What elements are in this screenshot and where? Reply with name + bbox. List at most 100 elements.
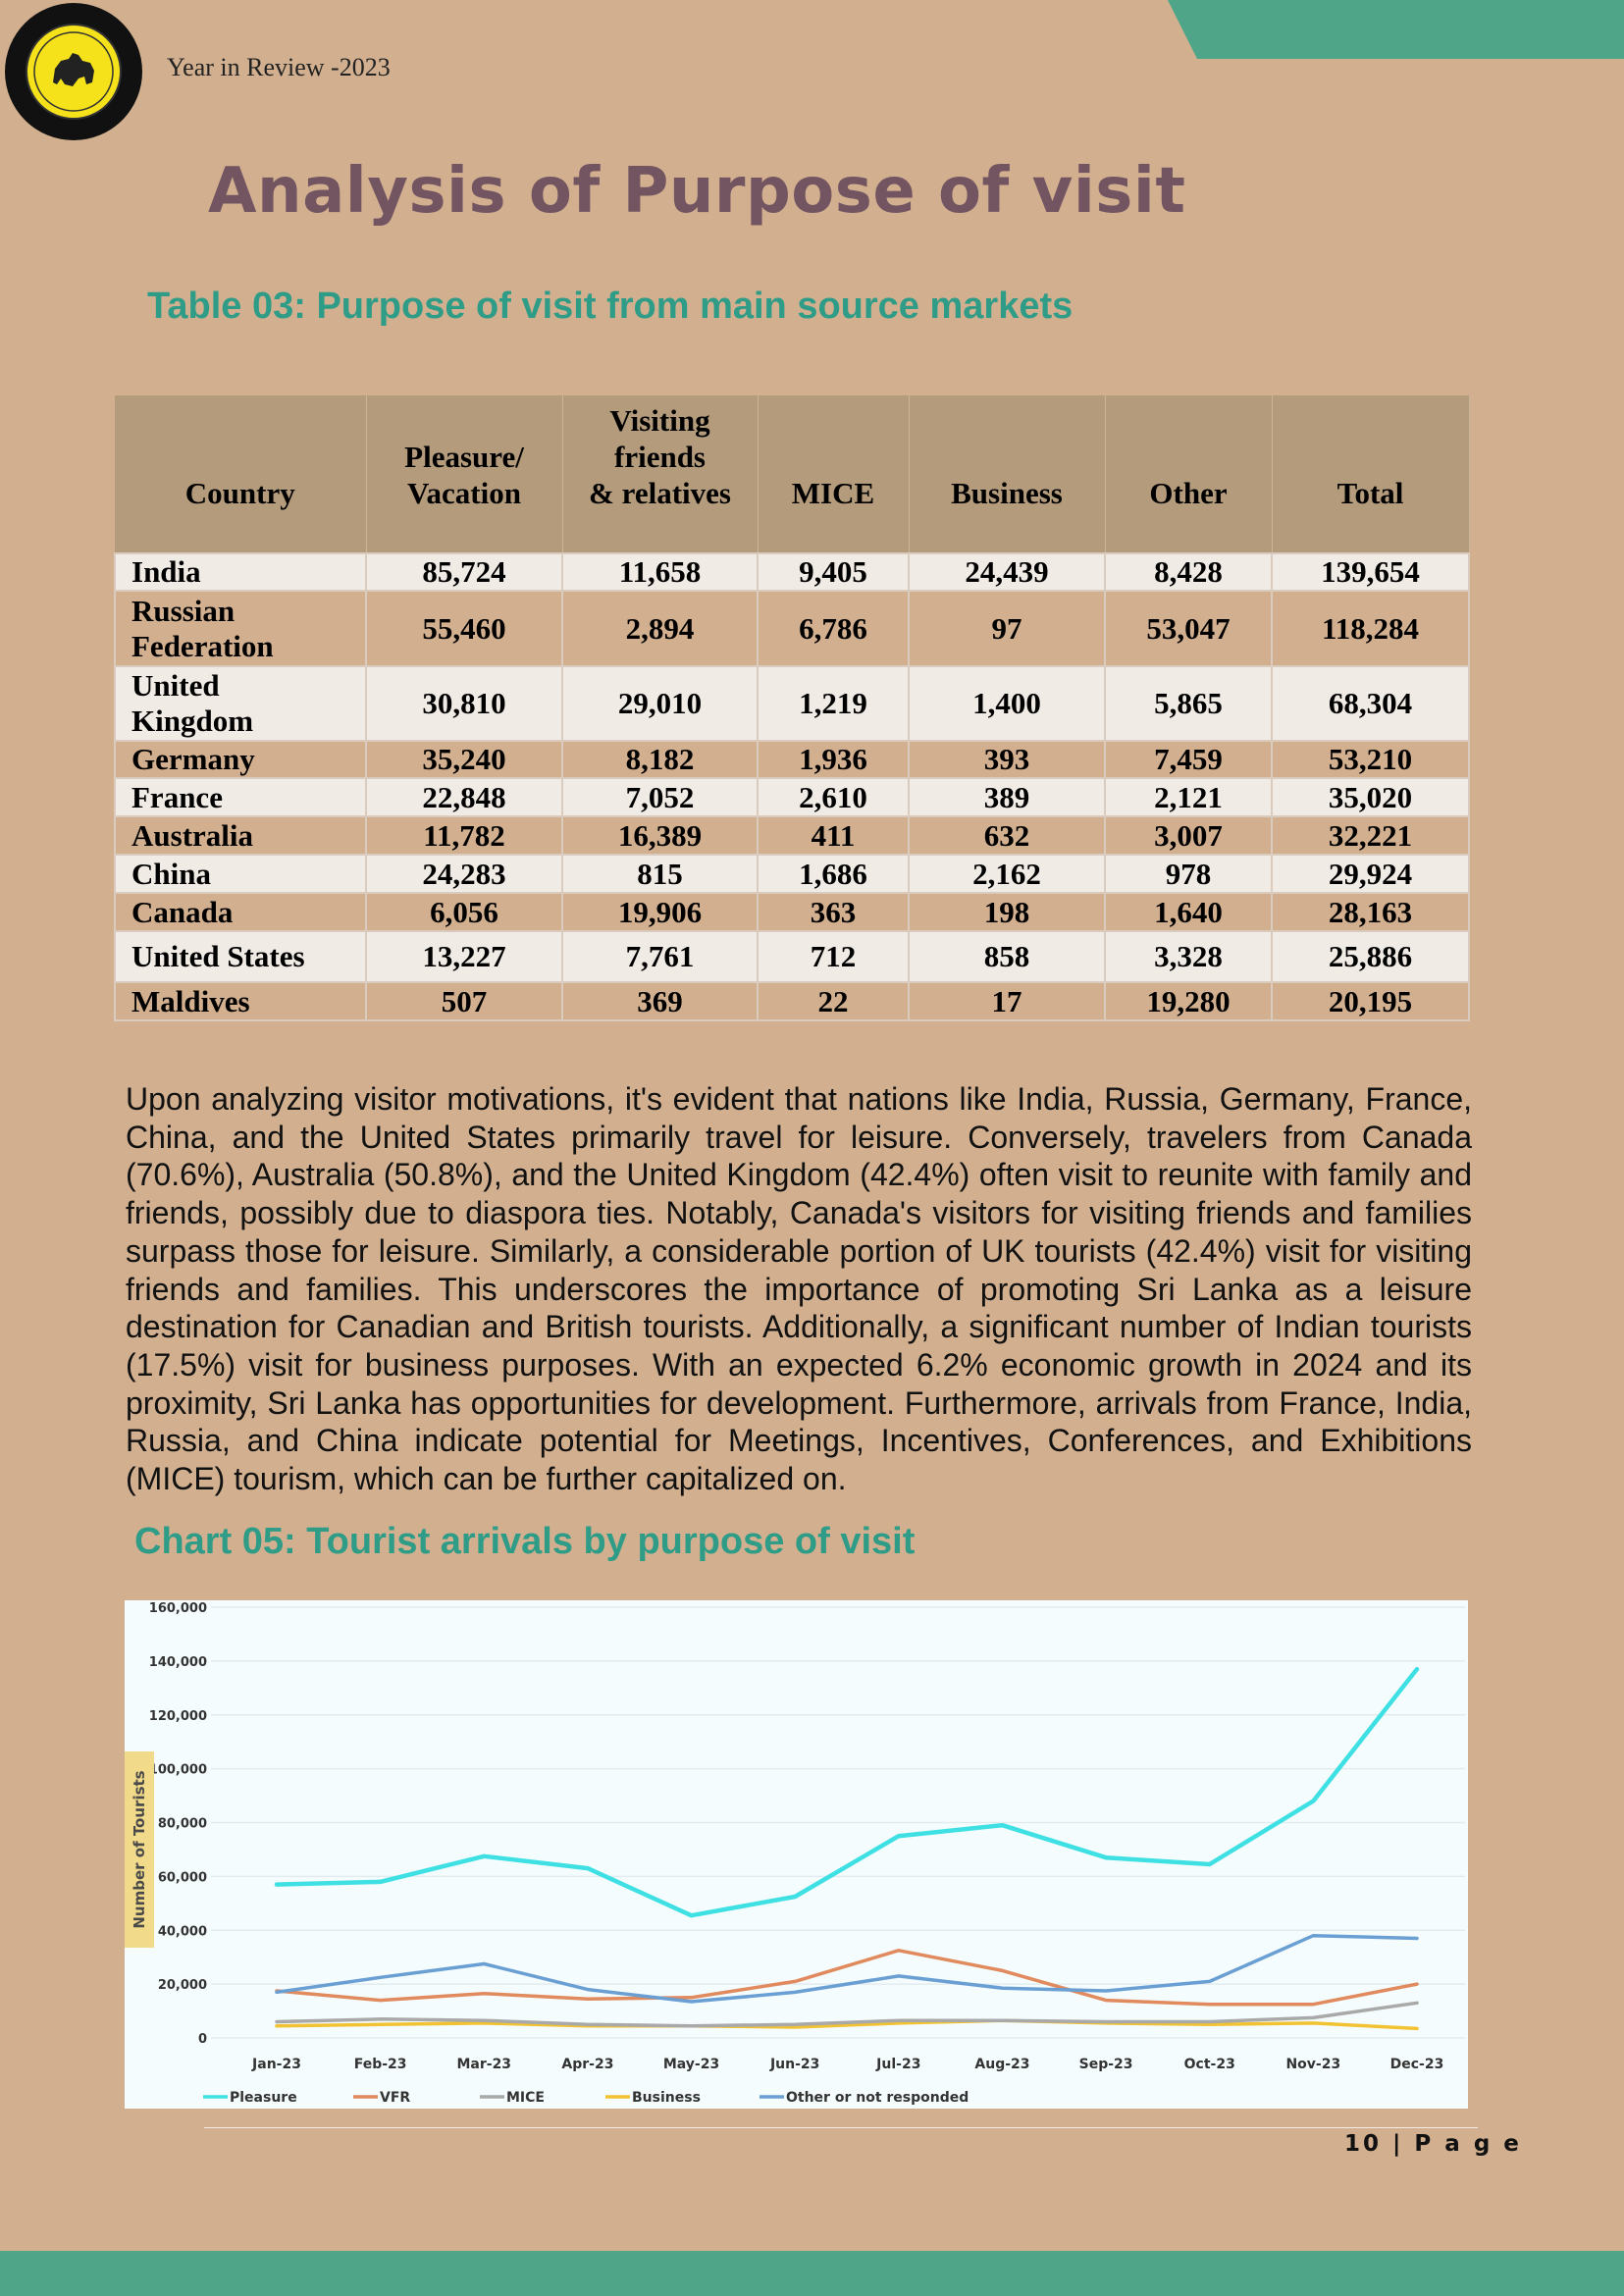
value-cell: 53,047 bbox=[1104, 590, 1273, 667]
value-cell: 1,219 bbox=[757, 665, 910, 742]
country-name-line: Maldives bbox=[131, 983, 250, 1018]
table-row: Australia 11,782 16,389 411 632 3,007 32,221 bbox=[114, 815, 1470, 856]
value-cell: 19,280 bbox=[1104, 981, 1273, 1021]
y-tick-label: 20,000 bbox=[158, 1978, 207, 1993]
x-tick-label: Jan-23 bbox=[251, 2057, 301, 2072]
country-name-line: India bbox=[131, 554, 201, 589]
y-tick-label: 160,000 bbox=[149, 1601, 207, 1616]
x-tick-label: Sep-23 bbox=[1079, 2057, 1133, 2072]
table-row: United Kingdom 30,810 29,010 1,219 1,400 5,865… bbox=[114, 665, 1470, 742]
country-name-line: France bbox=[131, 779, 223, 814]
header-text: Year in Review -2023 bbox=[167, 53, 391, 81]
series-line-other-or-not-responded bbox=[275, 1933, 1419, 2004]
country-name-line: Kingdom bbox=[131, 704, 254, 738]
country-name-line: Germany bbox=[131, 742, 255, 776]
y-tick-label: 0 bbox=[198, 2032, 207, 2047]
emblem-logo bbox=[5, 3, 142, 140]
table-row: Canada 6,056 19,906 363 198 1,640 28,163 bbox=[114, 892, 1470, 932]
x-tick-label: Feb-23 bbox=[354, 2057, 407, 2072]
chart-panel: 0 20,000 40,000 60,000 80,000 100,000 120,000 1… bbox=[125, 1600, 1468, 2109]
value-cell: 7,459 bbox=[1104, 740, 1273, 779]
column-header: Business bbox=[909, 395, 1106, 553]
value-cell: 978 bbox=[1104, 854, 1273, 894]
y-tick-label: 60,000 bbox=[158, 1870, 207, 1885]
value-cell: 815 bbox=[561, 854, 759, 894]
value-cell: 2,162 bbox=[908, 854, 1106, 894]
y-tick-label: 100,000 bbox=[149, 1763, 207, 1778]
value-cell: 507 bbox=[365, 981, 563, 1021]
column-header-line: Other bbox=[1149, 476, 1228, 510]
value-cell: 97 bbox=[908, 590, 1106, 667]
legend-label: Pleasure bbox=[230, 2090, 297, 2106]
country-cell: United Kingdom bbox=[114, 665, 367, 742]
footer-divider bbox=[204, 2127, 1478, 2128]
lion-icon bbox=[53, 53, 94, 86]
value-cell: 118,284 bbox=[1271, 590, 1470, 667]
value-cell: 1,936 bbox=[757, 740, 910, 779]
value-cell: 20,195 bbox=[1271, 981, 1470, 1021]
value-cell: 6,786 bbox=[757, 590, 910, 667]
value-cell: 1,400 bbox=[908, 665, 1106, 742]
value-cell: 32,221 bbox=[1271, 815, 1470, 856]
value-cell: 68,304 bbox=[1271, 665, 1470, 742]
value-cell: 389 bbox=[908, 777, 1106, 817]
country-name-line: Federation bbox=[131, 628, 274, 663]
corner-accent-bar bbox=[1168, 0, 1624, 59]
country-name-line: Russian bbox=[131, 593, 236, 628]
country-cell: Canada bbox=[114, 892, 367, 932]
value-cell: 22 bbox=[757, 981, 910, 1021]
value-cell: 11,782 bbox=[365, 815, 563, 856]
country-name-line: Canada bbox=[131, 894, 234, 929]
y-axis-label: Number of Tourists bbox=[131, 1770, 148, 1928]
value-cell: 53,210 bbox=[1271, 740, 1470, 779]
value-cell: 6,056 bbox=[365, 892, 563, 932]
series-line-pleasure bbox=[274, 1666, 1420, 1918]
value-cell: 7,052 bbox=[561, 777, 759, 817]
country-cell: Australia bbox=[114, 815, 367, 856]
value-cell: 8,182 bbox=[561, 740, 759, 779]
page-title: Analysis of Purpose of visit bbox=[208, 155, 1186, 228]
country-name-line: Australia bbox=[131, 817, 253, 853]
column-header: Other bbox=[1105, 395, 1273, 553]
legend-label: Business bbox=[632, 2090, 701, 2106]
column-header: Visiting friends & relatives bbox=[562, 395, 759, 553]
country-cell: Russian Federation bbox=[114, 590, 367, 667]
value-cell: 55,460 bbox=[365, 590, 563, 667]
x-tick-label: Aug-23 bbox=[974, 2057, 1029, 2072]
table-caption: Table 03: Purpose of visit from main sou… bbox=[147, 286, 1074, 327]
value-cell: 9,405 bbox=[757, 552, 910, 592]
value-cell: 1,686 bbox=[757, 854, 910, 894]
value-cell: 632 bbox=[908, 815, 1106, 856]
y-tick-label: 140,000 bbox=[149, 1655, 207, 1670]
table-row: China 24,283 815 1,686 2,162 978 29,924 bbox=[114, 854, 1470, 894]
value-cell: 1,640 bbox=[1104, 892, 1273, 932]
value-cell: 29,924 bbox=[1271, 854, 1470, 894]
column-header: Total bbox=[1272, 395, 1470, 553]
value-cell: 139,654 bbox=[1271, 552, 1470, 592]
line-chart: 0 20,000 40,000 60,000 80,000 100,000 120,000 1… bbox=[125, 1601, 1465, 2106]
value-cell: 16,389 bbox=[561, 815, 759, 856]
y-tick-label: 40,000 bbox=[158, 1924, 207, 1939]
series-line-business bbox=[275, 2018, 1419, 2031]
value-cell: 13,227 bbox=[365, 930, 563, 983]
x-tick-label: Oct-23 bbox=[1184, 2057, 1235, 2072]
chart-caption: Chart 05: Tourist arrivals by purpose of… bbox=[134, 1521, 916, 1562]
value-cell: 35,020 bbox=[1271, 777, 1470, 817]
country-cell: Germany bbox=[114, 740, 367, 779]
legend-label: Other or not responded bbox=[786, 2090, 969, 2106]
x-tick-label: Jul-23 bbox=[875, 2057, 920, 2072]
country-name-line: United States bbox=[131, 939, 305, 973]
value-cell: 35,240 bbox=[365, 740, 563, 779]
country-cell: United States bbox=[114, 930, 367, 983]
value-cell: 411 bbox=[757, 815, 910, 856]
country-cell: France bbox=[114, 777, 367, 817]
y-axis-label-box bbox=[125, 1751, 154, 1948]
value-cell: 19,906 bbox=[561, 892, 759, 932]
country-name-line: China bbox=[131, 856, 211, 891]
column-header: MICE bbox=[758, 395, 910, 553]
column-header-line: Total bbox=[1336, 476, 1404, 510]
x-tick-label: Jun-23 bbox=[769, 2057, 819, 2072]
column-header-line: MICE bbox=[791, 476, 875, 510]
y-tick-label: 120,000 bbox=[149, 1709, 207, 1724]
column-header-line: Vacation bbox=[407, 476, 521, 510]
